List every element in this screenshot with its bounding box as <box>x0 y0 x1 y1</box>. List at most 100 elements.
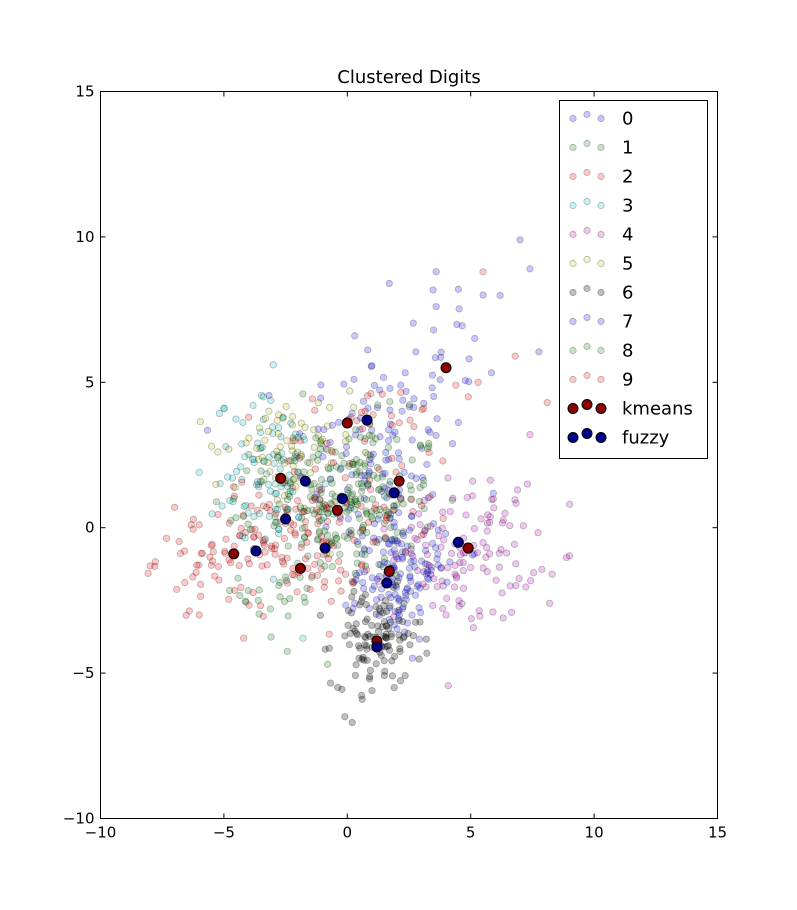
point-digit-0 <box>412 348 420 356</box>
point-digit-4 <box>459 558 467 567</box>
point-digit-8 <box>227 516 235 525</box>
point-digit-8 <box>386 477 394 485</box>
point-digit-3 <box>208 510 216 518</box>
point-digit-6 <box>389 583 398 591</box>
point-digit-5 <box>245 434 253 442</box>
point-digit-1 <box>255 586 263 594</box>
point-digit-1 <box>354 540 362 549</box>
point-digit-4 <box>501 509 509 517</box>
point-digit-1 <box>368 432 376 440</box>
point-digit-6 <box>380 618 388 626</box>
point-digit-1 <box>416 442 425 450</box>
point-digit-2 <box>248 525 256 534</box>
point-digit-7 <box>380 558 388 566</box>
point-digit-4 <box>486 513 494 521</box>
point-digit-1 <box>313 536 321 544</box>
point-digit-5 <box>283 437 291 445</box>
point-digit-3 <box>287 419 295 427</box>
point-digit-2 <box>293 497 302 505</box>
point-digit-6 <box>395 616 403 625</box>
point-digit-0 <box>265 391 273 400</box>
point-digit-7 <box>365 604 373 613</box>
point-digit-5 <box>314 399 322 407</box>
point-digit-3 <box>274 424 283 432</box>
point-digit-1 <box>354 480 363 488</box>
point-digit-8 <box>319 503 327 511</box>
point-digit-9 <box>372 501 380 509</box>
centroid-fuzzy <box>361 414 373 426</box>
point-digit-0 <box>454 285 462 293</box>
point-digit-0 <box>359 397 368 405</box>
point-digit-4 <box>439 604 447 613</box>
legend-label: fuzzy <box>622 428 670 449</box>
point-digit-2 <box>341 570 350 578</box>
point-digit-4 <box>466 563 475 572</box>
point-digit-4 <box>390 613 398 621</box>
point-digit-6 <box>338 685 346 693</box>
point-digit-5 <box>253 444 261 452</box>
point-digit-8 <box>257 467 265 475</box>
point-digit-8 <box>271 518 280 527</box>
point-digit-2 <box>287 526 295 534</box>
point-digit-6 <box>341 632 349 640</box>
point-digit-8 <box>368 508 376 516</box>
point-digit-1 <box>376 485 384 493</box>
point-digit-5 <box>326 550 334 558</box>
point-digit-7 <box>403 584 412 592</box>
point-digit-4 <box>416 520 424 529</box>
point-digit-4 <box>499 519 507 527</box>
point-digit-0 <box>385 426 393 434</box>
point-digit-0 <box>410 403 418 411</box>
legend-marker <box>583 255 591 264</box>
point-digit-0 <box>376 386 384 394</box>
point-digit-7 <box>405 526 414 534</box>
point-digit-0 <box>430 392 438 401</box>
point-digit-5 <box>212 480 220 489</box>
point-digit-0 <box>348 409 356 417</box>
point-digit-4 <box>519 522 527 530</box>
point-digit-7 <box>370 534 378 542</box>
x-tick-label: 15 <box>708 824 727 842</box>
point-digit-1 <box>226 586 234 595</box>
point-digit-8 <box>343 508 351 516</box>
point-digit-3 <box>248 455 256 463</box>
point-digit-8 <box>364 472 372 480</box>
point-digit-0 <box>489 489 497 497</box>
point-digit-0 <box>337 464 345 472</box>
point-digit-4 <box>413 536 421 544</box>
point-digit-9 <box>364 518 373 527</box>
point-digit-7 <box>427 563 436 571</box>
point-digit-8 <box>212 498 221 506</box>
point-digit-1 <box>308 573 316 582</box>
point-digit-3 <box>256 428 265 436</box>
point-digit-4 <box>527 577 535 585</box>
point-digit-5 <box>260 475 268 484</box>
point-digit-9 <box>289 437 297 445</box>
point-digit-1 <box>286 595 294 603</box>
point-digit-8 <box>380 492 389 500</box>
point-digit-8 <box>360 546 368 554</box>
point-digit-4 <box>513 486 522 494</box>
point-digit-0 <box>335 418 343 426</box>
point-digit-4 <box>438 524 446 532</box>
point-digit-3 <box>249 401 257 410</box>
point-digit-0 <box>368 362 376 370</box>
point-digit-2 <box>206 553 214 561</box>
point-digit-0 <box>391 428 399 436</box>
point-digit-6 <box>360 656 368 664</box>
point-digit-2 <box>268 544 276 552</box>
point-digit-8 <box>270 522 278 530</box>
point-digit-0 <box>379 470 387 478</box>
point-digit-2 <box>358 562 366 570</box>
point-digit-2 <box>256 602 265 610</box>
point-digit-2 <box>196 580 205 588</box>
point-digit-6 <box>358 594 366 602</box>
point-digit-1 <box>393 435 401 444</box>
point-digit-0 <box>322 445 330 453</box>
point-digit-1 <box>423 523 431 531</box>
point-digit-2 <box>162 534 171 542</box>
series-8 <box>212 413 433 607</box>
point-digit-8 <box>336 550 344 558</box>
point-digit-2 <box>236 531 244 540</box>
point-digit-1 <box>420 504 428 513</box>
